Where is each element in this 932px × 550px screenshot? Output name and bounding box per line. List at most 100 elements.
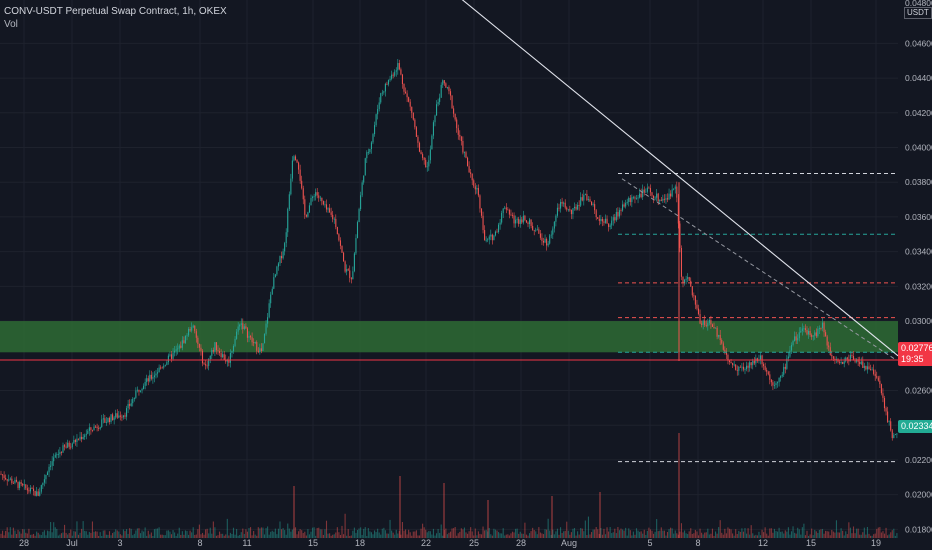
volume-bar xyxy=(394,534,396,538)
volume-bar xyxy=(835,520,837,538)
price-axis-bg xyxy=(898,0,932,550)
candle-body xyxy=(598,218,600,221)
volume-bar xyxy=(262,527,264,538)
volume-bar xyxy=(781,531,783,538)
candle-body xyxy=(237,326,239,332)
volume-bar xyxy=(468,531,470,538)
volume-bar xyxy=(237,535,239,538)
volume-bar xyxy=(587,516,589,538)
volume-bar xyxy=(730,529,732,538)
volume-bar xyxy=(560,527,562,538)
candle-body xyxy=(64,445,66,447)
volume-bar xyxy=(276,534,278,538)
volume-spike xyxy=(293,486,295,538)
volume-bar xyxy=(871,535,873,538)
candle-body xyxy=(494,231,496,236)
candle-body xyxy=(505,207,507,210)
volume-bar xyxy=(498,532,500,538)
volume-bar xyxy=(135,530,137,538)
candle-body xyxy=(428,160,430,167)
candle-body xyxy=(701,323,703,325)
candle-body xyxy=(62,445,64,453)
candle-body xyxy=(485,239,487,241)
candle-body xyxy=(417,136,419,143)
volume-bar xyxy=(74,531,76,538)
candle-body xyxy=(445,83,447,88)
volume-bar xyxy=(152,535,154,538)
candle-body xyxy=(411,106,413,113)
volume-bar xyxy=(866,527,868,538)
candle-body xyxy=(384,83,386,92)
volume-bar xyxy=(205,529,207,538)
volume-bar xyxy=(25,532,27,538)
volume-bar xyxy=(508,535,510,538)
volume-bar xyxy=(201,532,204,538)
candle-body xyxy=(143,385,145,389)
candle-body xyxy=(866,366,868,370)
volume-bar xyxy=(648,527,650,538)
currency-label[interactable]: USDT xyxy=(904,7,932,19)
volume-bar xyxy=(65,532,67,538)
x-tick-label: 19 xyxy=(871,538,881,548)
volume-bar xyxy=(157,528,159,538)
volume-bar xyxy=(541,533,543,538)
volume-bar xyxy=(169,531,171,538)
symbol-title[interactable]: CONV-USDT Perpetual Swap Contract, 1h, O… xyxy=(4,6,227,17)
volume-bar xyxy=(184,530,186,538)
candle-body xyxy=(284,243,286,252)
candle-body xyxy=(653,195,655,199)
volume-bar xyxy=(108,531,111,538)
candle-body xyxy=(862,361,864,368)
volume-bar xyxy=(868,533,870,538)
volume-bar xyxy=(724,528,726,538)
candle-body xyxy=(153,375,155,378)
volume-bar xyxy=(721,532,723,538)
candle-body xyxy=(133,397,135,399)
candle-body xyxy=(567,209,569,211)
volume-bar xyxy=(883,533,886,538)
volume-bar xyxy=(646,530,648,538)
candle-body xyxy=(815,332,817,337)
volume-bar xyxy=(180,534,182,538)
candle-body xyxy=(468,166,470,173)
candle-body xyxy=(524,215,526,221)
volume-legend[interactable]: Vol xyxy=(4,19,18,30)
candle-body xyxy=(463,152,465,154)
time-axis[interactable]: 28 Jul 3 8 11 15 18 22 25 28 Aug 5 8 12 15 19 xyxy=(19,538,881,548)
candle-body xyxy=(711,324,713,327)
candle-body xyxy=(124,415,126,417)
candle-body xyxy=(310,197,312,206)
volume-bar xyxy=(273,531,275,538)
candle-body xyxy=(273,277,275,289)
candle-body xyxy=(132,398,134,404)
candle-body xyxy=(395,70,397,72)
candle-body xyxy=(699,314,701,324)
candle-body xyxy=(484,230,486,241)
candle-body xyxy=(442,80,444,85)
volume-bar xyxy=(22,529,24,538)
candle-body xyxy=(786,358,788,369)
volume-bar xyxy=(642,533,644,538)
volume-bar xyxy=(423,527,425,538)
candle-body xyxy=(821,322,824,329)
candle-body xyxy=(642,189,644,198)
candle-body xyxy=(666,198,669,200)
candle-body xyxy=(12,483,14,484)
candle-body xyxy=(312,196,314,198)
volume-bar xyxy=(766,533,768,538)
candle-body xyxy=(14,479,16,484)
volume-bar xyxy=(143,531,145,538)
candle-body xyxy=(498,224,500,233)
volume-bar xyxy=(643,529,645,538)
volume-bar xyxy=(880,532,882,538)
volume-bar xyxy=(637,530,639,538)
volume-bar xyxy=(62,532,64,538)
volume-bar xyxy=(119,534,121,538)
candle-body xyxy=(104,418,106,423)
volume-bar xyxy=(121,535,123,538)
volume-bar xyxy=(747,528,749,538)
volume-bar xyxy=(200,534,202,538)
candle-body xyxy=(462,140,464,153)
volume-bar xyxy=(784,530,786,538)
